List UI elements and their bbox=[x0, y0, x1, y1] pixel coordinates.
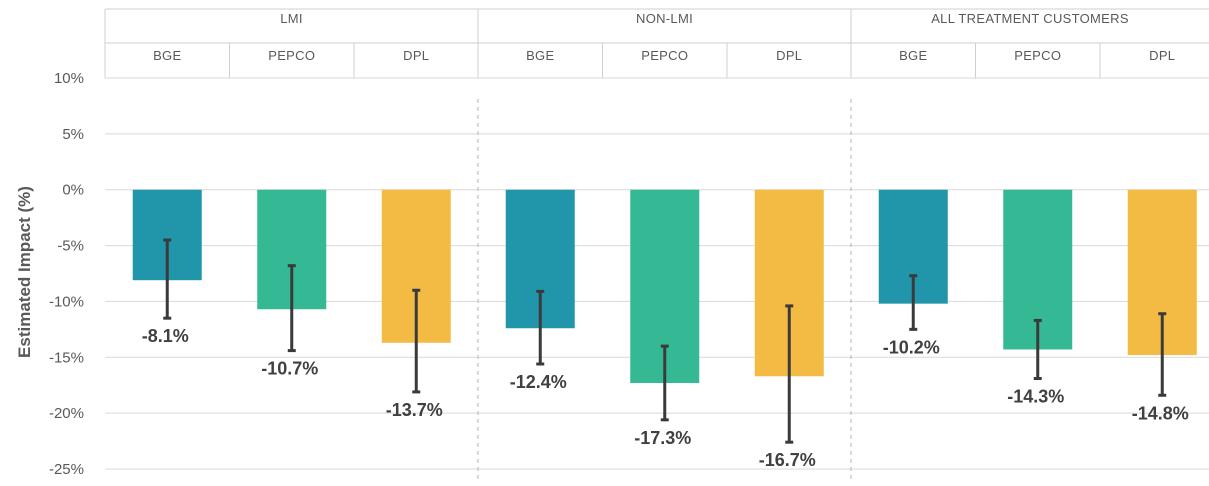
category-label: BGE bbox=[899, 48, 927, 63]
group-label: ALL TREATMENT CUSTOMERS bbox=[931, 11, 1129, 26]
category-header: LMI BGE PEPCO DPL NON-LMI BGE PEPCO DPL ALL TREA… bbox=[104, 8, 1209, 482]
data-label: -10.7% bbox=[261, 359, 318, 379]
data-label: -13.7% bbox=[386, 400, 443, 420]
y-tick-label: -5% bbox=[57, 238, 84, 255]
category-label: PEPCO bbox=[641, 48, 688, 63]
data-label: -14.3% bbox=[1007, 387, 1064, 407]
y-tick-label: -25% bbox=[49, 461, 84, 478]
y-tick-label: 10% bbox=[54, 70, 84, 87]
y-tick-label: 0% bbox=[62, 182, 84, 199]
category-label: BGE bbox=[153, 48, 181, 63]
data-label: -16.7% bbox=[759, 450, 816, 470]
data-label: -8.1% bbox=[142, 326, 189, 346]
category-label: DPL bbox=[1149, 48, 1175, 63]
category-label: DPL bbox=[776, 48, 802, 63]
error-bars bbox=[163, 238, 1167, 444]
category-label: DPL bbox=[403, 48, 429, 63]
data-label: -10.2% bbox=[883, 337, 940, 357]
data-labels: -8.1% -10.7% -13.7% -12.4% -17.3% -16.7% -10.2… bbox=[142, 326, 1189, 470]
y-tick-label: -15% bbox=[49, 349, 84, 366]
data-label: -14.8% bbox=[1132, 403, 1189, 423]
category-label: BGE bbox=[526, 48, 554, 63]
y-axis-ticks: 10% 5% 0% -5% -10% -15% -20% -25% bbox=[49, 70, 84, 478]
category-label: PEPCO bbox=[1014, 48, 1061, 63]
group-label: NON-LMI bbox=[636, 11, 693, 26]
y-tick-label: 5% bbox=[62, 126, 84, 143]
group-label: LMI bbox=[280, 11, 303, 26]
y-tick-label: -10% bbox=[49, 293, 84, 310]
category-label: PEPCO bbox=[268, 48, 315, 63]
data-label: -17.3% bbox=[634, 428, 691, 448]
data-label: -12.4% bbox=[510, 372, 567, 392]
y-axis-label: Estimated Impact (%) bbox=[15, 186, 34, 358]
y-tick-label: -20% bbox=[49, 405, 84, 422]
